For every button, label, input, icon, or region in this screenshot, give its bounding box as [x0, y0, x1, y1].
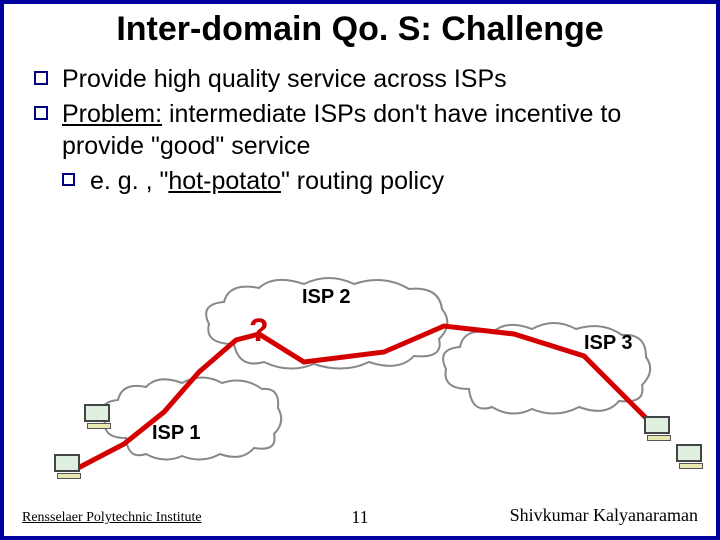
slide-title: Inter-domain Qo. S: Challenge [4, 10, 716, 49]
footer-institute: Rensselaer Polytechnic Institute [22, 510, 202, 526]
question-mark: ? [249, 312, 269, 349]
isp2-label: ISP 2 [302, 286, 351, 309]
isp1-label: ISP 1 [152, 422, 201, 445]
computer-icon [676, 444, 706, 474]
bullet-icon [34, 106, 48, 120]
bullet-2-sub-suffix: " routing policy [281, 167, 444, 195]
bullet-icon [62, 173, 75, 186]
bullet-2-sub-prefix: e. g. , " [90, 167, 168, 195]
bullet-2-underlined: Problem: [62, 100, 162, 128]
isp3-label: ISP 3 [584, 332, 633, 355]
slide-frame: Inter-domain Qo. S: Challenge Provide hi… [0, 0, 720, 540]
page-number: 11 [351, 507, 368, 528]
bullet-2-sub-underlined: hot-potato [168, 167, 281, 195]
bullet-2-sub: e. g. , "hot-potato" routing policy [34, 165, 698, 198]
network-diagram: ISP 2 ISP 3 ISP 1 ? [4, 254, 716, 494]
computer-icon [54, 454, 84, 484]
bullet-1-text: Provide high quality service across ISPs [62, 65, 507, 93]
computer-icon [644, 416, 674, 446]
bullet-2: Problem: intermediate ISPs don't have in… [34, 98, 698, 163]
footer-author: Shivkumar Kalyanaraman [510, 505, 698, 526]
bullet-1: Provide high quality service across ISPs [34, 63, 698, 96]
bullet-list: Provide high quality service across ISPs… [34, 63, 698, 197]
bullet-icon [34, 71, 48, 85]
isp1-cloud [94, 374, 284, 464]
computer-icon [84, 404, 114, 434]
